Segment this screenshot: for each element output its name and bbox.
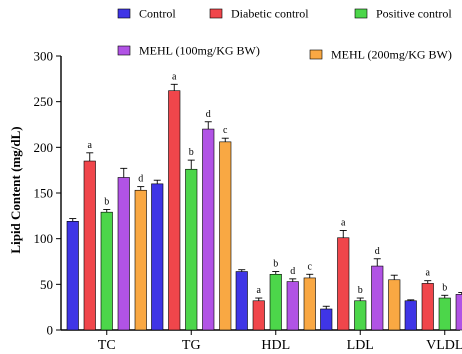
legend-item: Control: [117, 7, 176, 21]
bar: [404, 300, 417, 331]
y-tick-label: 200: [34, 140, 54, 155]
significance-label: b: [358, 285, 363, 296]
significance-label: d: [138, 174, 143, 185]
y-tick-label: 150: [34, 186, 54, 201]
legend-item: MEHL (100mg/KG BW): [117, 44, 260, 58]
bar: [202, 128, 215, 331]
bar: [269, 273, 282, 331]
x-tick-label: TG: [182, 338, 201, 353]
legend-swatch: [354, 8, 368, 19]
bar: [168, 90, 181, 331]
legend-label: Diabetic control: [231, 7, 309, 21]
bar: [100, 211, 113, 331]
x-tick-label: VLDL: [426, 338, 462, 353]
significance-label: a: [172, 71, 177, 82]
significance-label: b: [273, 259, 278, 270]
bar: [320, 308, 333, 331]
legend-label: MEHL (100mg/KG BW): [139, 44, 260, 58]
bar: [235, 271, 248, 331]
significance-label: a: [341, 217, 346, 228]
significance-label: a: [88, 140, 93, 151]
bar: [219, 141, 232, 331]
bar: [117, 177, 130, 331]
significance-label: c: [308, 261, 313, 272]
bar: [337, 237, 350, 331]
y-tick-label: 50: [40, 277, 53, 292]
bar: [286, 281, 299, 331]
bar: [151, 183, 164, 331]
significance-label: a: [426, 268, 431, 279]
bar: [371, 265, 384, 331]
x-tick-label: TC: [98, 338, 116, 353]
bar: [185, 168, 198, 331]
y-tick-label: 250: [34, 94, 54, 109]
significance-label: d: [206, 109, 211, 120]
significance-label: d: [375, 246, 380, 257]
y-tick-label: 300: [34, 49, 54, 64]
legend: Control Diabetic control Positive control M…: [117, 7, 452, 62]
bar: [252, 300, 265, 331]
bar: [388, 279, 401, 331]
significance-label: b: [104, 196, 109, 207]
legend-label: MEHL (200mg/KG BW): [331, 48, 452, 62]
bar: [134, 189, 147, 331]
significance-label: a: [257, 285, 262, 296]
bar: [66, 221, 79, 331]
bars: abdabdcabdcabdabd: [66, 71, 462, 331]
bar: [354, 300, 367, 331]
bar: [83, 160, 96, 331]
y-axis-label: Lipid Content (mg/dL): [8, 126, 23, 253]
bar: [438, 297, 451, 331]
legend-item: Positive control: [354, 7, 452, 21]
x-tick-label: HDL: [261, 338, 290, 353]
significance-label: d: [290, 266, 295, 277]
legend-item: MEHL (200mg/KG BW): [309, 48, 452, 62]
bar: [303, 277, 316, 331]
bar: [421, 283, 434, 331]
legend-label: Positive control: [376, 7, 452, 21]
significance-label: b: [189, 147, 194, 158]
legend-swatch: [209, 8, 223, 19]
legend-swatch: [117, 45, 131, 56]
significance-label: c: [223, 125, 228, 136]
axes: 0 50 100 150 200 250 300 TC TG HDL LDL VLDL: [34, 49, 462, 354]
x-tick-label: LDL: [347, 338, 374, 353]
y-tick-label: 0: [47, 323, 54, 338]
significance-label: b: [442, 282, 447, 293]
y-tick-label: 100: [34, 231, 54, 246]
legend-label: Control: [139, 7, 176, 21]
bar: [455, 294, 462, 331]
legend-swatch: [309, 49, 323, 60]
legend-swatch: [117, 8, 131, 19]
legend-item: Diabetic control: [209, 7, 309, 21]
